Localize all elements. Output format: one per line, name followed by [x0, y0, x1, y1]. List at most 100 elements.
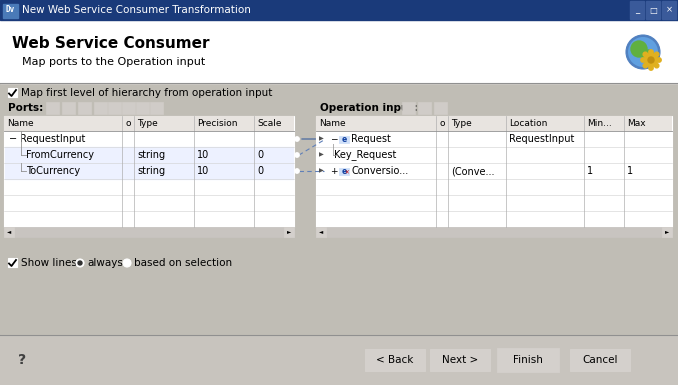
- Circle shape: [78, 261, 82, 265]
- Circle shape: [643, 64, 647, 68]
- Text: 1: 1: [627, 166, 633, 176]
- Circle shape: [644, 53, 658, 67]
- Bar: [646, 1, 660, 19]
- Text: New Web Service Consumer Transformation: New Web Service Consumer Transformation: [22, 5, 251, 15]
- Text: ►: ►: [287, 229, 291, 234]
- Bar: [8, 88, 17, 97]
- Bar: [570, 349, 630, 371]
- Bar: [4, 227, 14, 237]
- Text: 10: 10: [197, 166, 210, 176]
- Text: < Back: < Back: [376, 355, 414, 365]
- Bar: [122, 102, 135, 114]
- Bar: [339, 136, 349, 142]
- Text: string: string: [137, 150, 165, 160]
- Text: ▶: ▶: [319, 169, 323, 174]
- Text: ▶: ▶: [319, 152, 323, 157]
- Text: −: −: [330, 134, 337, 144]
- Text: Next >: Next >: [442, 355, 478, 365]
- Text: _: _: [635, 5, 639, 15]
- Bar: [316, 227, 672, 237]
- Circle shape: [295, 153, 299, 157]
- Circle shape: [76, 259, 84, 267]
- Bar: [498, 349, 558, 371]
- Bar: [46, 102, 59, 114]
- Bar: [108, 102, 121, 114]
- Circle shape: [642, 50, 654, 62]
- Circle shape: [295, 137, 299, 141]
- Text: Name: Name: [319, 119, 346, 128]
- Bar: [662, 227, 672, 237]
- Bar: [630, 1, 644, 19]
- Text: Location: Location: [509, 119, 547, 128]
- Bar: [330, 167, 337, 174]
- Text: ►: ►: [665, 229, 669, 234]
- Bar: [0, 0, 678, 20]
- Text: e: e: [342, 166, 346, 176]
- Bar: [316, 116, 672, 131]
- Text: FromCurrency: FromCurrency: [26, 150, 94, 160]
- Circle shape: [649, 66, 653, 70]
- Bar: [365, 349, 425, 371]
- Bar: [317, 132, 447, 147]
- Text: based on selection: based on selection: [134, 258, 232, 268]
- Circle shape: [654, 52, 659, 57]
- Bar: [150, 102, 163, 114]
- Text: Type: Type: [137, 119, 158, 128]
- Bar: [62, 102, 75, 114]
- Text: RequestInput: RequestInput: [20, 134, 85, 144]
- Text: Web Service Consumer: Web Service Consumer: [12, 35, 210, 50]
- Text: Scale: Scale: [257, 119, 281, 128]
- Bar: [434, 102, 447, 114]
- Bar: [0, 20, 678, 83]
- Bar: [0, 335, 678, 385]
- Circle shape: [657, 58, 661, 62]
- Text: 0: 0: [257, 150, 263, 160]
- Text: Request: Request: [351, 134, 391, 144]
- Text: Conversio...: Conversio...: [351, 166, 408, 176]
- Circle shape: [648, 57, 654, 63]
- Text: ToCurrency: ToCurrency: [26, 166, 80, 176]
- Circle shape: [641, 58, 645, 62]
- Text: 1: 1: [587, 166, 593, 176]
- Bar: [94, 102, 107, 114]
- Text: e: e: [342, 134, 346, 144]
- Text: o: o: [439, 119, 445, 128]
- Circle shape: [628, 37, 658, 67]
- Text: Map ports to the Operation input: Map ports to the Operation input: [22, 57, 205, 67]
- Bar: [418, 102, 431, 114]
- Bar: [662, 1, 676, 19]
- Text: Precision: Precision: [197, 119, 237, 128]
- Text: Finish: Finish: [513, 355, 543, 365]
- Text: ?: ?: [18, 353, 26, 367]
- Text: Max: Max: [627, 119, 645, 128]
- Text: ▶: ▶: [319, 137, 323, 142]
- Circle shape: [295, 169, 299, 173]
- Bar: [330, 136, 337, 142]
- Text: always: always: [87, 258, 123, 268]
- Bar: [339, 167, 349, 174]
- Text: Cancel: Cancel: [582, 355, 618, 365]
- Circle shape: [654, 64, 659, 68]
- Text: Name: Name: [7, 119, 34, 128]
- Text: RequestInput: RequestInput: [509, 134, 574, 144]
- Text: □: □: [649, 5, 657, 15]
- Bar: [4, 116, 294, 131]
- Bar: [316, 227, 326, 237]
- Bar: [5, 147, 293, 163]
- Circle shape: [631, 41, 647, 57]
- Bar: [430, 349, 490, 371]
- Text: +: +: [330, 166, 337, 176]
- Bar: [3, 4, 18, 18]
- Circle shape: [626, 35, 660, 69]
- Text: (Conve...: (Conve...: [451, 166, 494, 176]
- Text: string: string: [137, 166, 165, 176]
- Circle shape: [643, 52, 647, 57]
- Text: 10: 10: [197, 150, 210, 160]
- Text: ◄: ◄: [7, 229, 11, 234]
- Text: ×: ×: [666, 5, 673, 15]
- Text: Type: Type: [451, 119, 472, 128]
- Text: Ports:: Ports:: [8, 103, 43, 113]
- Bar: [136, 102, 149, 114]
- Text: Show lines:: Show lines:: [21, 258, 81, 268]
- Text: Operation input:: Operation input:: [320, 103, 418, 113]
